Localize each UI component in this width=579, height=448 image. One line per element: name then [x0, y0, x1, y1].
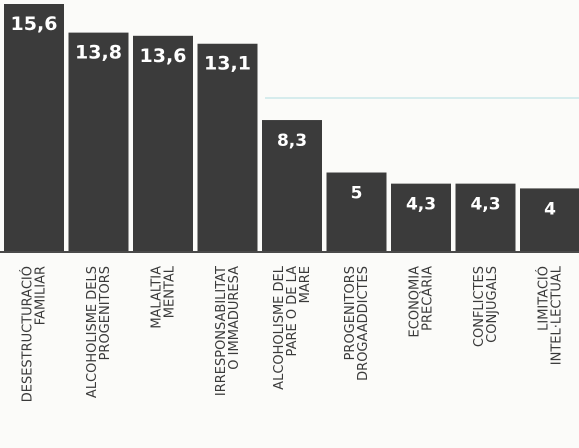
category-label-3-line-1: MALALTIA: [150, 266, 165, 329]
bar-7: [391, 183, 451, 252]
category-label-8-line-1: CONFLICTES: [472, 266, 487, 347]
category-label-6-line-2: DROGAADDICTES: [356, 266, 371, 381]
category-label-5-line-1: ALCOHOLISME DEL: [272, 265, 287, 390]
bar-4: [197, 43, 258, 252]
category-label-1-line-1: DESESTRUCTURACIÓ: [20, 266, 36, 402]
bar-6: [326, 172, 387, 252]
bars-group: 15,6 13,8 13,6 13,1 8,3 5 4,3 4,3 4: [4, 4, 579, 252]
category-label-2-line-2: PROGENITORS: [98, 266, 113, 360]
data-label-8: 4,3: [470, 195, 500, 215]
data-label-9: 4: [544, 199, 556, 219]
data-label-1: 15,6: [11, 13, 58, 35]
category-label-2-line-1: ALCOHOLISME DELS: [85, 266, 100, 398]
data-label-4: 13,1: [204, 53, 251, 75]
category-label-7-line-2: PRECÀRIA: [420, 266, 436, 331]
category-label-4-line-2: O IMMADURESA: [227, 266, 242, 370]
bar-1: [4, 4, 64, 252]
category-label-1-line-2: FAMILIAR: [34, 266, 49, 325]
category-label-5-line-2: PARE O DE LA: [285, 266, 300, 357]
category-label-9-line-1: LIMITACIÓ: [536, 266, 552, 331]
data-label-5: 8,3: [277, 131, 307, 151]
bar-8: [455, 183, 516, 252]
bar-9: [520, 188, 579, 252]
category-label-5-line-3: MARE: [298, 266, 313, 303]
bar-2: [68, 32, 129, 252]
category-label-3-line-2: MENTAL: [163, 265, 178, 318]
category-label-8-line-2: CONJUGALS: [485, 266, 500, 343]
category-label-4-line-1: IRRESPONSABILITAT: [214, 266, 229, 396]
category-label-9-line-2: INTEL·LECTUAL: [550, 265, 565, 365]
data-label-3: 13,6: [140, 45, 187, 67]
data-label-7: 4,3: [406, 195, 436, 215]
data-label-6: 5: [351, 184, 363, 204]
category-label-7-line-1: ECONOMIA: [408, 266, 423, 338]
category-label-6-line-1: PROGENITORS: [343, 266, 358, 360]
bar-5: [262, 120, 322, 252]
bar-3: [133, 35, 193, 252]
data-label-2: 13,8: [75, 42, 122, 64]
